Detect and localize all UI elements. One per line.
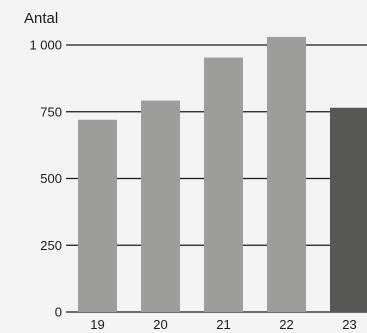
bars [78,36,367,313]
bar-22 [267,36,306,313]
bar-20 [141,100,180,312]
y-tick-label: 750 [40,104,62,119]
y-tick-label: 250 [40,238,62,253]
y-tick-label: 500 [40,171,62,186]
x-tick-label: 19 [90,317,104,332]
x-tick-label: 23 [342,317,356,332]
y-tick-labels: 0 250 500 750 1 000 [29,38,62,320]
bar-23 [330,107,367,313]
bar-21 [204,57,243,313]
x-tick-label: 21 [216,317,230,332]
x-tick-label: 20 [153,317,167,332]
y-tick-label: 0 [55,305,62,320]
x-tick-labels: 19 20 21 22 23 [90,317,356,332]
bar-19 [78,119,117,312]
y-tick-label: 1 000 [29,38,62,53]
y-axis-label: Antal [24,10,59,27]
x-tick-label: 22 [279,317,293,332]
